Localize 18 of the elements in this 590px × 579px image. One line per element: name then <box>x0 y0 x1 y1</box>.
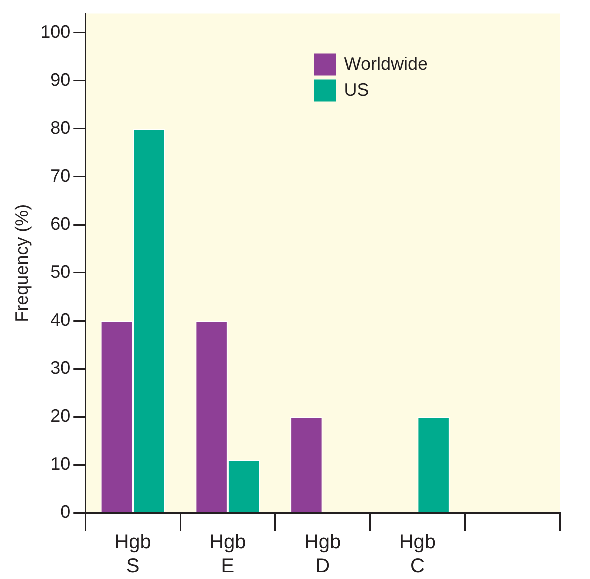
y-tick-label: 70 <box>50 166 71 186</box>
y-tick-label: 0 <box>60 502 71 522</box>
legend-label: Worldwide <box>344 54 428 74</box>
legend-label: US <box>344 80 370 100</box>
x-tick-label: Hgb D <box>304 532 342 578</box>
y-tick-label: 30 <box>50 358 71 378</box>
y-tick-label: 100 <box>40 22 71 42</box>
y-axis-title: Frequency (%) <box>12 204 32 322</box>
x-tick-label: Hgb C <box>399 532 436 578</box>
y-tick-label: 10 <box>50 454 71 474</box>
x-tick-label: Hgb S <box>114 532 152 578</box>
y-tick-label: 40 <box>50 310 71 330</box>
x-tick-label: Hgb E <box>210 532 246 578</box>
y-tick-label: 20 <box>50 406 71 426</box>
y-tick-label: 50 <box>50 262 71 282</box>
y-tick-label: 90 <box>50 70 71 90</box>
y-tick-label: 80 <box>50 118 71 138</box>
y-tick-label: 60 <box>50 214 71 234</box>
